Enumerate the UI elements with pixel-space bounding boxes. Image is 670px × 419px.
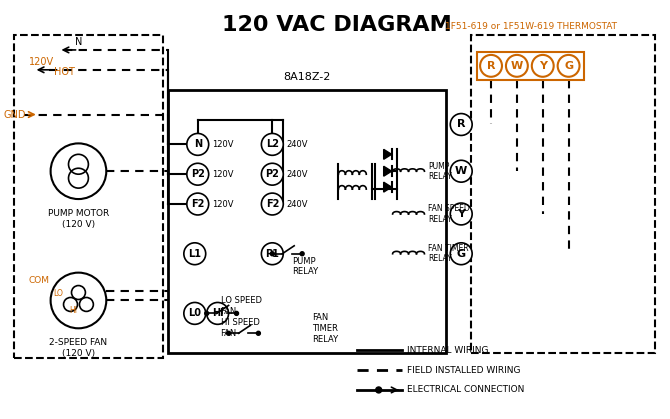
Text: PUMP
RELAY: PUMP RELAY [292,257,318,277]
Circle shape [450,160,472,182]
Text: 2-SPEED FAN
(120 V): 2-SPEED FAN (120 V) [50,338,107,358]
Text: F2: F2 [265,199,279,209]
Text: G: G [564,61,573,71]
Circle shape [557,55,580,77]
Text: 240V: 240V [286,170,308,179]
Text: 240V: 240V [286,140,308,149]
Text: GND: GND [3,109,25,119]
Text: P2: P2 [191,169,205,179]
Text: P1: P1 [265,249,279,259]
Text: L0: L0 [188,308,201,318]
Text: INTERNAL WIRING: INTERNAL WIRING [407,346,488,354]
Circle shape [226,331,230,335]
Text: LO: LO [54,289,64,298]
Text: FAN TIMER
RELAY: FAN TIMER RELAY [428,244,469,264]
Text: L1: L1 [188,249,201,259]
Circle shape [506,55,528,77]
Text: W: W [511,61,523,71]
Circle shape [261,133,283,155]
Circle shape [450,243,472,265]
Bar [471,35,655,353]
Circle shape [376,387,382,393]
Text: ELECTRICAL CONNECTION: ELECTRICAL CONNECTION [407,385,524,394]
Circle shape [261,243,283,265]
Text: HI: HI [212,308,224,318]
Text: HI: HI [70,306,78,315]
Circle shape [261,163,283,185]
Text: Y: Y [539,61,547,71]
Circle shape [257,331,261,335]
Text: 120V: 120V [212,170,233,179]
Text: 120V: 120V [212,140,233,149]
Text: COM: COM [29,276,50,285]
Circle shape [450,203,472,225]
Text: LO SPEED
FAN: LO SPEED FAN [220,296,261,316]
Text: W: W [455,166,468,176]
Text: 120V: 120V [212,199,233,209]
Circle shape [184,243,206,265]
Text: 1F51-619 or 1F51W-619 THERMOSTAT: 1F51-619 or 1F51W-619 THERMOSTAT [445,22,617,31]
Circle shape [187,193,208,215]
Text: N: N [194,140,202,150]
Circle shape [450,114,472,135]
Text: R: R [487,61,495,71]
Text: 120V: 120V [29,57,54,67]
Text: HI SPEED
FAN: HI SPEED FAN [220,318,259,339]
Text: FAN SPEED
RELAY: FAN SPEED RELAY [428,204,470,224]
Text: P2: P2 [265,169,279,179]
Bar [168,90,446,353]
Text: R: R [457,119,466,129]
Polygon shape [384,166,392,176]
Circle shape [187,163,208,185]
Circle shape [184,303,206,324]
Circle shape [532,55,553,77]
Circle shape [187,133,208,155]
Polygon shape [384,182,392,192]
Text: N: N [76,37,83,47]
Text: F2: F2 [191,199,204,209]
Text: 240V: 240V [286,199,308,209]
FancyBboxPatch shape [477,52,584,80]
Circle shape [207,303,228,324]
Circle shape [205,311,208,316]
Text: 120 VAC DIAGRAM: 120 VAC DIAGRAM [222,15,452,35]
Text: Y: Y [457,209,465,219]
Circle shape [480,55,502,77]
Text: FAN
TIMER
RELAY: FAN TIMER RELAY [312,313,338,344]
Text: PUMP
RELAY: PUMP RELAY [428,161,452,181]
Text: HOT: HOT [54,67,74,77]
Circle shape [261,193,283,215]
Text: FIELD INSTALLED WIRING: FIELD INSTALLED WIRING [407,365,520,375]
Circle shape [234,311,239,316]
Bar [14,35,163,358]
Polygon shape [384,149,392,159]
Text: PUMP MOTOR
(120 V): PUMP MOTOR (120 V) [48,209,109,229]
Circle shape [270,252,274,256]
Circle shape [300,252,304,256]
Text: G: G [457,249,466,259]
Text: 8A18Z-2: 8A18Z-2 [283,72,331,82]
Text: L2: L2 [266,140,279,150]
